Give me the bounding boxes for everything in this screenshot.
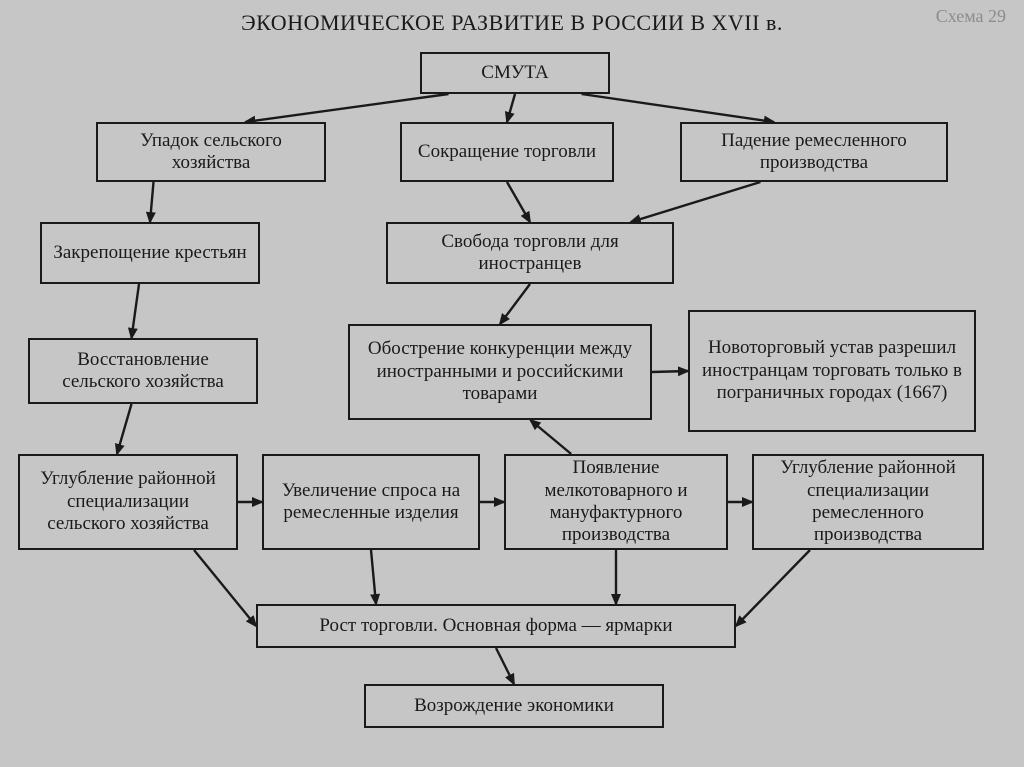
edge-svoboda-to-obostr xyxy=(500,284,530,324)
edge-sokr-to-svoboda xyxy=(507,182,530,222)
node-label: Рост торговли. Основная форма — ярмарки xyxy=(319,615,672,637)
edge-uvelich-to-rost xyxy=(371,550,376,604)
node-rost: Рост торговли. Основная форма — ярмарки xyxy=(256,604,736,648)
edge-padenie-to-svoboda xyxy=(631,182,761,222)
node-label: Увеличение спроса на ремесленные изделия xyxy=(272,480,470,525)
node-padenie: Падение ремесленного производства xyxy=(680,122,948,182)
edge-smuta-to-sokr xyxy=(507,94,515,122)
edge-uglub_sel-to-rost xyxy=(194,550,256,626)
node-uglub_rem: Углубление районной специализации ремесл… xyxy=(752,454,984,550)
node-label: Восстановление сельского хозяйства xyxy=(38,349,248,394)
node-label: Появление мелкотоварного и мануфактурног… xyxy=(514,457,718,547)
edge-rost-to-vozrozh xyxy=(496,648,514,684)
node-sokr: Сокращение торговли xyxy=(400,122,614,182)
node-label: Возрождение экономики xyxy=(414,695,614,717)
node-obostr: Обострение конкуренции между иностранным… xyxy=(348,324,652,420)
node-label: Обострение конкуренции между иностранным… xyxy=(358,338,642,405)
node-uvelich: Увеличение спроса на ремесленные изделия xyxy=(262,454,480,550)
node-zakrep: Закрепощение крестьян xyxy=(40,222,260,284)
node-label: Сокращение торговли xyxy=(418,141,596,163)
edge-poyav-to-obostr xyxy=(530,420,571,454)
node-label: Углубление районной специализации сельск… xyxy=(28,468,228,535)
diagram-title: ЭКОНОМИЧЕСКОЕ РАЗВИТИЕ В РОССИИ В XVII в… xyxy=(0,10,1024,36)
edge-smuta-to-padenie xyxy=(582,94,774,122)
edge-uglub_rem-to-rost xyxy=(736,550,810,626)
node-svoboda: Свобода торговли для иностранцев xyxy=(386,222,674,284)
node-vosst: Восстановление сельского хозяйства xyxy=(28,338,258,404)
node-label: Новоторговый устав разрешил иностранцам … xyxy=(698,337,966,404)
node-label: Падение ремесленного производства xyxy=(690,130,938,175)
edge-vosst-to-uglub_sel xyxy=(117,404,132,454)
edge-zakrep-to-vosst xyxy=(132,284,140,338)
node-label: Закрепощение крестьян xyxy=(53,242,246,264)
node-uglub_sel: Углубление районной специализации сельск… xyxy=(18,454,238,550)
node-label: Углубление районной специализации ремесл… xyxy=(762,457,974,547)
node-label: СМУТА xyxy=(481,62,548,84)
node-upadok: Упадок сельского хозяйства xyxy=(96,122,326,182)
node-label: Упадок сельского хозяйства xyxy=(106,130,316,175)
edge-upadok-to-zakrep xyxy=(150,182,154,222)
node-vozrozh: Возрождение экономики xyxy=(364,684,664,728)
node-label: Свобода торговли для иностранцев xyxy=(396,231,664,276)
edge-smuta-to-upadok xyxy=(246,94,449,122)
node-poyav: Появление мелкотоварного и мануфактурног… xyxy=(504,454,728,550)
node-smuta: СМУТА xyxy=(420,52,610,94)
node-novotorg: Новоторговый устав разрешил иностранцам … xyxy=(688,310,976,432)
edge-obostr-to-novotorg xyxy=(652,371,688,372)
